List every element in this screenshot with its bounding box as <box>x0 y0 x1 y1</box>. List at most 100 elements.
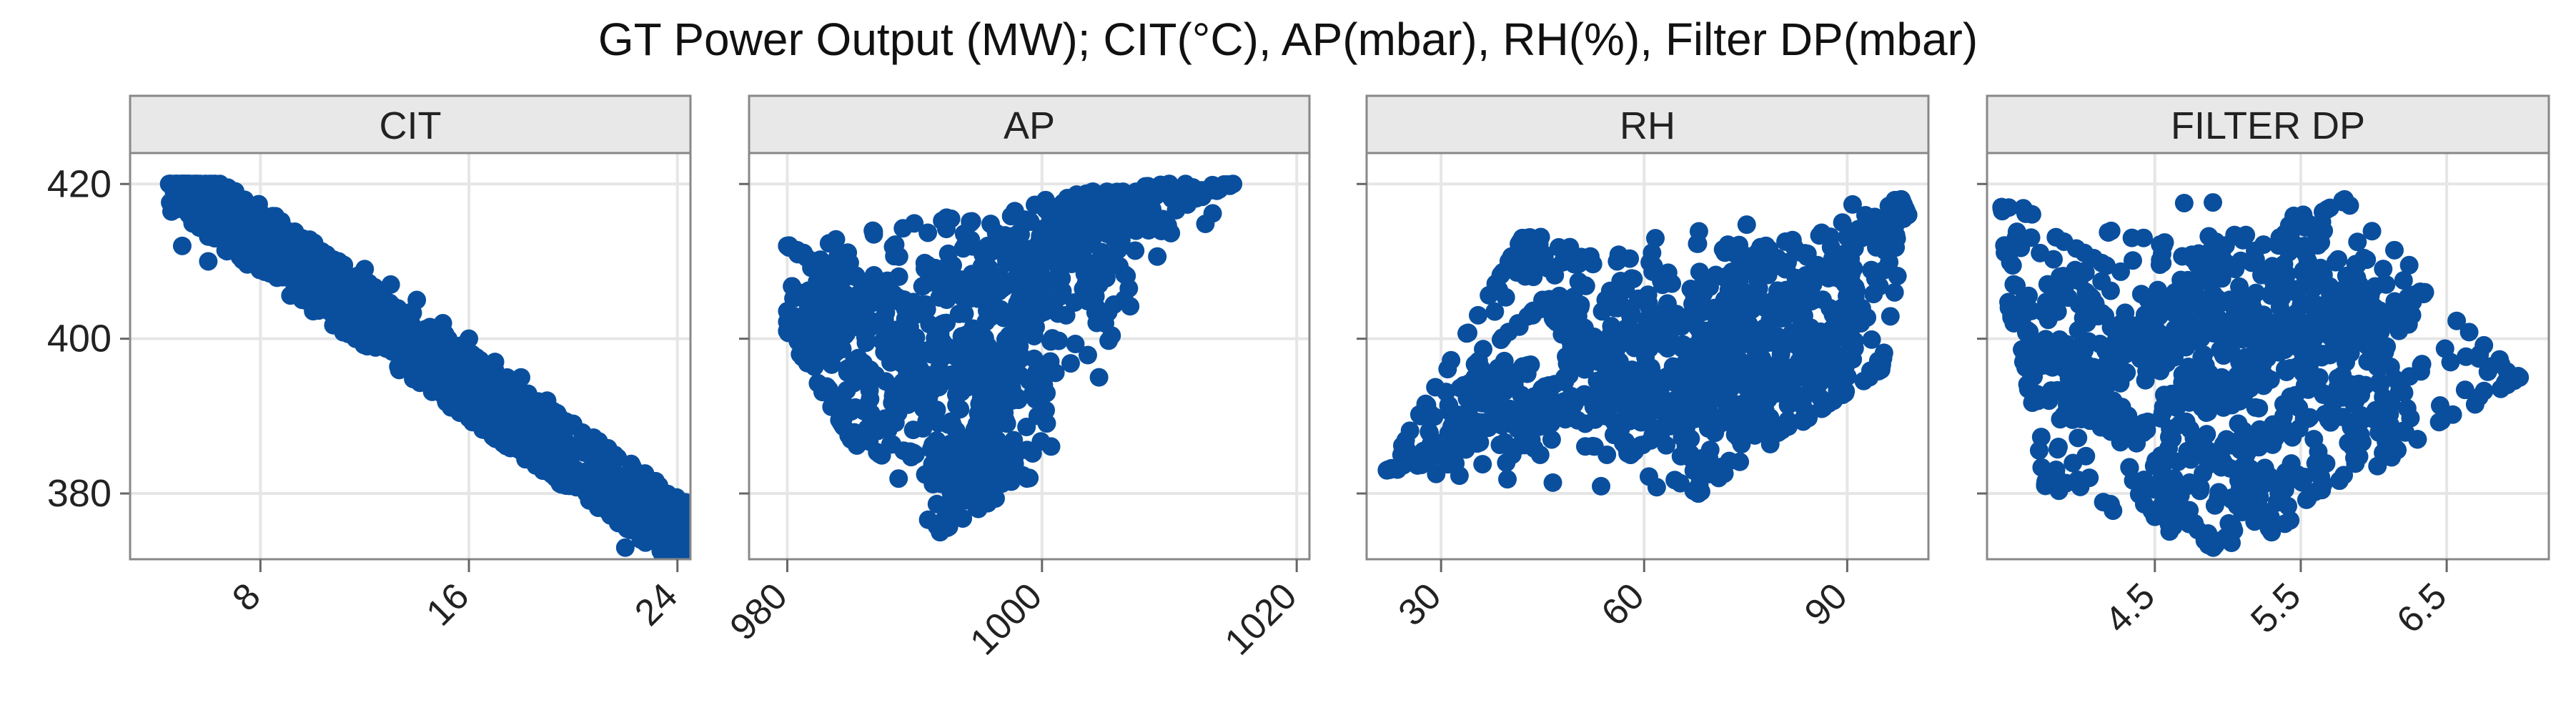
scatter-point <box>692 538 710 557</box>
scatter-point <box>1833 213 1852 232</box>
scatter-point <box>2175 501 2194 520</box>
scatter-point <box>2196 356 2215 375</box>
x-tick-label: 1000 <box>962 576 1050 664</box>
scatter-point <box>2249 398 2269 418</box>
scatter-point <box>2111 262 2131 281</box>
scatter-point <box>538 391 557 410</box>
scatter-point <box>1049 304 1068 323</box>
scatter-point <box>2354 248 2374 267</box>
scatter-point <box>411 327 430 346</box>
scatter-point <box>1756 236 1775 255</box>
scatter-point <box>2184 313 2204 333</box>
scatter-point <box>1086 287 1105 306</box>
scatter-point <box>2381 358 2400 377</box>
scatter-point <box>2109 348 2128 368</box>
scatter-point <box>2304 430 2324 449</box>
strip-label-ap: AP <box>1004 104 1055 147</box>
x-tick-label: 24 <box>627 576 685 634</box>
scatter-point <box>778 321 797 340</box>
scatter-point <box>655 530 674 549</box>
scatter-point <box>2234 421 2253 441</box>
scatter-point <box>2131 337 2150 356</box>
scatter-point <box>677 541 690 559</box>
scatter-point <box>889 267 908 286</box>
scatter-point <box>2337 353 2356 372</box>
scatter-point <box>1109 190 1128 209</box>
scatter-point <box>1790 368 1810 387</box>
scatter-point <box>2272 288 2292 308</box>
scatter-point <box>1881 307 1900 326</box>
scatter-point <box>1645 229 1665 248</box>
scatter-point <box>2067 344 2086 363</box>
scatter-point <box>913 399 933 418</box>
scatter-point <box>828 391 848 410</box>
scatter-point <box>925 458 944 478</box>
scatter-point <box>1084 182 1103 202</box>
scatter-point <box>1898 205 1918 225</box>
scatter-point <box>932 444 951 463</box>
scatter-point <box>520 393 540 412</box>
scatter-point <box>2189 244 2209 263</box>
scatter-point <box>1485 414 1505 433</box>
scatter-point <box>960 281 979 300</box>
scatter-point <box>878 421 898 440</box>
scatter-point <box>1036 242 1056 262</box>
scatter-point <box>2469 349 2488 368</box>
plot-frame-rh <box>1365 152 1930 561</box>
plot-frame-filter-dp <box>1986 152 2550 561</box>
scatter-point <box>1688 234 1708 253</box>
scatter-point <box>1604 426 1623 445</box>
scatter-point <box>2116 303 2135 323</box>
scatter-point <box>1104 295 1124 315</box>
scatter-point <box>1597 445 1617 464</box>
scatter-point <box>1824 391 1843 410</box>
scatter-point <box>1521 355 1540 374</box>
scatter-point <box>460 408 480 427</box>
scatter-point <box>1079 202 1099 221</box>
scatter-point <box>1819 349 1838 368</box>
strip-ap <box>748 94 1311 154</box>
scatter-point <box>474 407 493 426</box>
scatter-point <box>876 303 895 323</box>
scatter-point <box>861 318 880 337</box>
scatter-point <box>534 442 553 461</box>
scatter-point <box>690 544 709 562</box>
scatter-point <box>1585 328 1604 347</box>
scatter-point <box>969 499 988 518</box>
scatter-point <box>1126 241 1145 260</box>
scatter-point <box>1049 207 1068 226</box>
scatter-point <box>1567 345 1586 364</box>
scatter-point <box>2309 368 2329 387</box>
scatter-point <box>996 235 1015 254</box>
scatter-point <box>1066 334 1085 353</box>
scatter-point <box>2145 507 2164 526</box>
scatter-point <box>1821 237 1841 257</box>
scatter-point <box>1499 252 1518 271</box>
scatter-point <box>2216 527 2236 546</box>
scatter-point <box>1556 410 1575 429</box>
scatter-point <box>1770 338 1790 358</box>
scatter-point <box>1737 215 1756 235</box>
scatter-point <box>1668 335 1687 355</box>
scatter-point <box>1815 327 1835 346</box>
scatter-point <box>2368 456 2387 476</box>
scatter-point <box>2344 394 2364 413</box>
scatter-point <box>2249 483 2269 502</box>
scatter-point <box>2191 263 2211 282</box>
scatter-point <box>433 314 452 333</box>
scatter-point <box>690 558 708 576</box>
scatter-point <box>972 257 991 276</box>
scatter-point <box>2086 294 2105 313</box>
scatter-point <box>1432 445 1451 464</box>
scatter-point <box>931 523 950 542</box>
scatter-point <box>467 378 486 398</box>
scatter-point <box>2151 471 2171 490</box>
scatter-point <box>1185 182 1204 202</box>
scatter-point <box>1702 368 1721 387</box>
scatter-point <box>2314 265 2333 285</box>
scatter-point <box>983 368 1002 388</box>
scatter-point <box>1001 207 1021 226</box>
scatter-point <box>817 328 836 347</box>
scatter-point <box>1645 330 1664 349</box>
scatter-point <box>1041 352 1060 371</box>
